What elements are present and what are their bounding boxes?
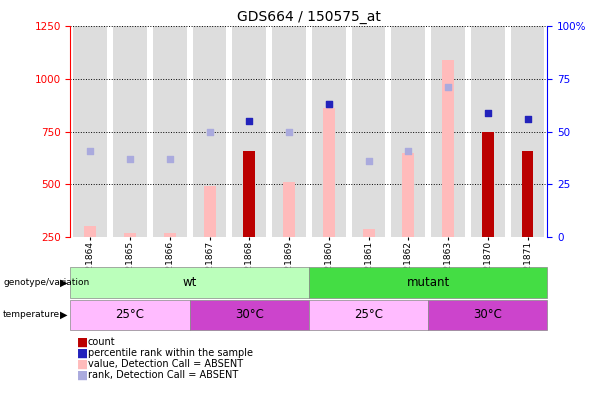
Text: 30°C: 30°C bbox=[235, 308, 264, 322]
Text: temperature: temperature bbox=[3, 310, 60, 320]
Bar bbox=[511, 26, 544, 237]
Text: 25°C: 25°C bbox=[116, 308, 145, 322]
Point bbox=[245, 118, 254, 124]
Bar bbox=[74, 26, 107, 237]
Text: genotype/variation: genotype/variation bbox=[3, 278, 89, 287]
Bar bbox=[243, 151, 255, 237]
Point bbox=[324, 101, 333, 107]
Bar bbox=[312, 26, 346, 237]
Text: mutant: mutant bbox=[406, 276, 450, 289]
Point bbox=[165, 156, 175, 162]
Bar bbox=[471, 26, 504, 237]
Bar bbox=[352, 26, 386, 237]
Bar bbox=[392, 26, 425, 237]
Point bbox=[523, 116, 533, 122]
Text: rank, Detection Call = ABSENT: rank, Detection Call = ABSENT bbox=[88, 370, 238, 380]
Point bbox=[364, 158, 373, 164]
Point bbox=[284, 128, 294, 135]
Text: 25°C: 25°C bbox=[354, 308, 383, 322]
Point bbox=[205, 128, 215, 135]
Point bbox=[483, 109, 493, 116]
Bar bbox=[522, 151, 533, 237]
Bar bbox=[243, 151, 255, 237]
Text: value, Detection Call = ABSENT: value, Detection Call = ABSENT bbox=[88, 359, 243, 369]
Bar bbox=[85, 226, 96, 237]
Text: percentile rank within the sample: percentile rank within the sample bbox=[88, 348, 253, 358]
Point bbox=[443, 84, 453, 91]
Bar bbox=[124, 233, 136, 237]
Text: ■: ■ bbox=[77, 369, 88, 382]
Bar bbox=[482, 132, 493, 237]
Bar bbox=[363, 228, 375, 237]
Text: count: count bbox=[88, 337, 115, 347]
Text: ▶: ▶ bbox=[60, 277, 67, 288]
Bar bbox=[283, 182, 295, 237]
Text: ■: ■ bbox=[77, 358, 88, 371]
Bar bbox=[402, 153, 414, 237]
Text: ■: ■ bbox=[77, 347, 88, 360]
Bar bbox=[192, 26, 226, 237]
Text: 30°C: 30°C bbox=[473, 308, 502, 322]
Bar bbox=[232, 26, 266, 237]
Bar bbox=[113, 26, 147, 237]
Point bbox=[125, 156, 135, 162]
Point bbox=[403, 147, 413, 154]
Bar bbox=[164, 233, 176, 237]
Bar bbox=[323, 109, 335, 237]
Text: ■: ■ bbox=[77, 336, 88, 349]
Bar bbox=[431, 26, 465, 237]
Bar bbox=[442, 60, 454, 237]
Text: ▶: ▶ bbox=[60, 310, 67, 320]
Point bbox=[324, 101, 333, 107]
Bar bbox=[153, 26, 187, 237]
Text: wt: wt bbox=[183, 276, 197, 289]
Bar bbox=[272, 26, 306, 237]
Bar bbox=[204, 186, 216, 237]
Title: GDS664 / 150575_at: GDS664 / 150575_at bbox=[237, 10, 381, 24]
Point bbox=[85, 147, 95, 154]
